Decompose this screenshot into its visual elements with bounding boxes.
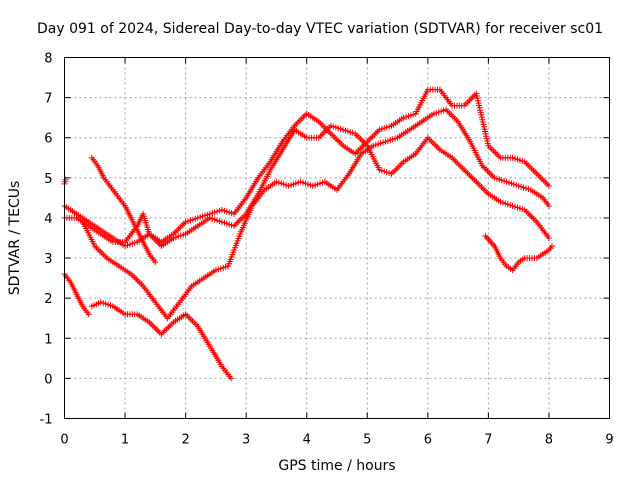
y-tick-label: 3 bbox=[44, 252, 52, 267]
y-axis-ticks: -1 0 1 2 3 4 5 6 7 8 bbox=[40, 52, 610, 428]
series-markers bbox=[88, 299, 234, 382]
x-tick-label: 1 bbox=[121, 433, 129, 448]
y-tick-label: 0 bbox=[44, 372, 52, 387]
x-axis-ticks: 0 1 2 3 4 5 6 7 8 9 bbox=[60, 57, 614, 448]
series-6 bbox=[88, 299, 234, 382]
y-tick-label: 7 bbox=[44, 92, 52, 107]
y-tick-label: 8 bbox=[44, 52, 52, 67]
series-8 bbox=[482, 233, 555, 274]
series-4 bbox=[88, 154, 159, 266]
series-5 bbox=[61, 271, 92, 318]
x-tick-label: 6 bbox=[424, 433, 432, 448]
x-axis-label: GPS time / hours bbox=[278, 458, 395, 474]
y-tick-label: 1 bbox=[44, 332, 52, 347]
plot-frame bbox=[64, 57, 610, 419]
chart-title: Day 091 of 2024, Sidereal Day-to-day VTE… bbox=[37, 21, 603, 37]
series-markers bbox=[61, 271, 92, 318]
x-tick-label: 9 bbox=[605, 433, 613, 448]
y-tick-label: 5 bbox=[44, 172, 52, 187]
series-line bbox=[82, 108, 550, 320]
grid bbox=[64, 57, 610, 419]
series-7 bbox=[79, 106, 552, 322]
y-tick-label: 2 bbox=[44, 292, 52, 307]
data-series bbox=[61, 86, 555, 382]
x-tick-label: 2 bbox=[181, 433, 189, 448]
series-markers bbox=[482, 233, 555, 274]
series-line bbox=[91, 301, 232, 379]
x-tick-label: 8 bbox=[545, 433, 553, 448]
x-tick-label: 3 bbox=[242, 433, 250, 448]
series-markers bbox=[88, 154, 159, 266]
y-tick-label: -1 bbox=[40, 413, 53, 428]
x-tick-label: 7 bbox=[484, 433, 492, 448]
y-axis-label: SDTVAR / TECUs bbox=[7, 181, 23, 296]
y-tick-label: 6 bbox=[44, 132, 52, 147]
x-tick-label: 4 bbox=[303, 433, 311, 448]
y-tick-label: 4 bbox=[44, 212, 52, 227]
x-tick-label: 5 bbox=[363, 433, 371, 448]
x-tick-label: 0 bbox=[60, 433, 68, 448]
series-markers bbox=[79, 106, 552, 322]
